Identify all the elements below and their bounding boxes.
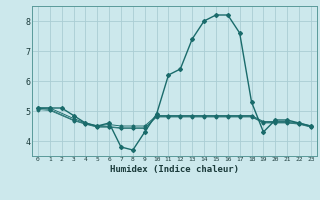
X-axis label: Humidex (Indice chaleur): Humidex (Indice chaleur) [110, 165, 239, 174]
